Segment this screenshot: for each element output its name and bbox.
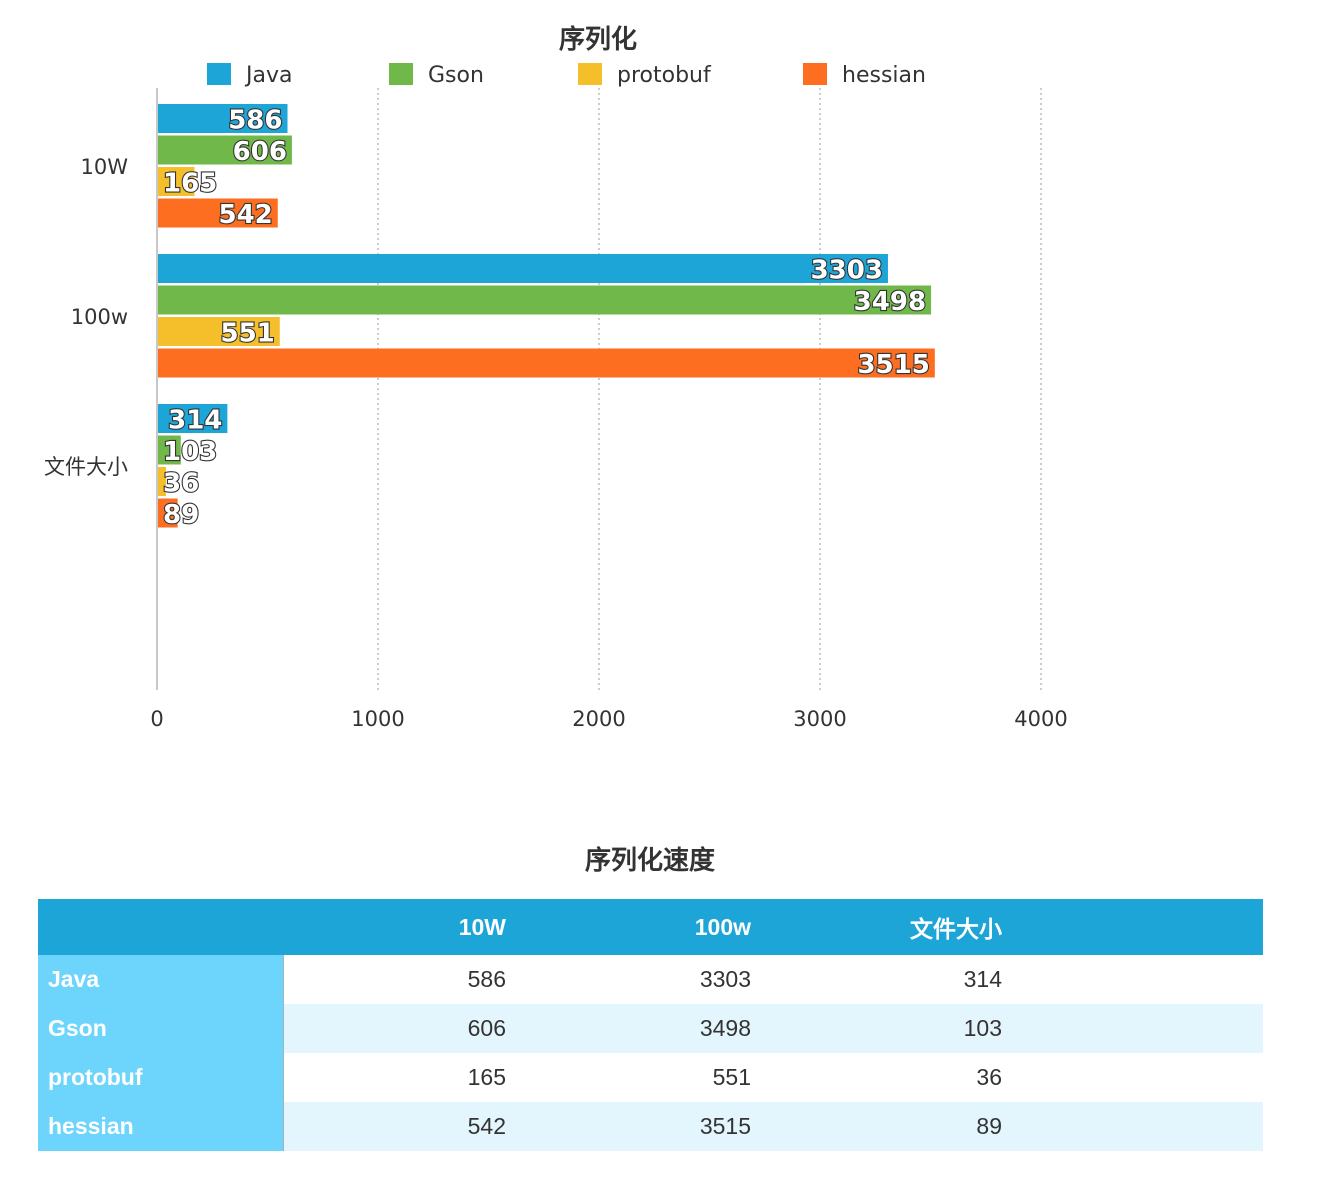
table-header-row: 10W 100w 文件大小 [38,899,1263,955]
bar-label-gson-1: 3498 [854,287,926,317]
table-header-file-size: 文件大小 [910,916,1002,942]
table-cell: 551 [712,1064,751,1090]
table-cell: 314 [963,966,1002,992]
legend: Java Gson protobuf hessian [207,63,926,88]
table-cell: 36 [976,1064,1002,1090]
bar-label-gson-0: 606 [233,137,287,167]
table-cell: 606 [467,1015,506,1041]
bar-java-2 [158,404,228,433]
bar-protobuf-1 [158,317,280,346]
bar-hessian-1 [158,348,935,378]
table-header-corner [38,899,283,955]
x-tick-label-4000: 4000 [1014,707,1067,731]
table-cell: 3515 [699,1113,751,1139]
gridlines [156,88,1042,690]
x-tick-label-2000: 2000 [572,707,625,731]
data-table: 10W 100w 文件大小 Java 586 3303 314 Gson 606… [38,899,1264,1151]
category-label-1: 100w [71,305,128,329]
table-title: 序列化速度 [584,846,715,876]
table-cell: 165 [467,1064,506,1090]
bar-label-protobuf-1: 551 [220,319,274,349]
row-label-hessian: hessian [38,1102,284,1151]
bar-label-hessian-2: 89 [163,500,199,530]
legend-swatch-protobuf [578,63,602,85]
x-tick-label-0: 0 [150,707,163,731]
bar-gson-0 [158,135,292,165]
category-label-2: 文件大小 [44,455,128,479]
bar-label-protobuf-0: 165 [163,169,217,199]
table-header-empty [1012,899,1263,955]
table-cell: 3498 [699,1015,751,1041]
legend-label-hessian: hessian [842,63,926,88]
table-cell: 3303 [699,966,751,992]
table-row: protobuf 165 551 36 [38,1053,1263,1102]
category-labels: 10W 100w 文件大小 [44,155,128,479]
bar-label-java-1: 3303 [811,256,883,286]
bar-label-hessian-1: 3515 [857,350,929,380]
x-axis-tick-labels: 0 1000 2000 3000 4000 [150,707,1067,731]
bars [158,104,935,528]
table-cell: 542 [467,1113,506,1139]
table-header-10w: 10W [458,913,506,940]
table-cell-empty [1012,1004,1263,1053]
bar-label-hessian-0: 542 [219,200,273,230]
table-row: Java 586 3303 314 [38,955,1263,1004]
bar-gson-2 [158,435,181,465]
row-label-java: Java [38,955,284,1004]
bar-hessian-2 [158,498,178,528]
legend-swatch-java [207,63,231,85]
table-cell-empty [1012,1053,1263,1102]
chart-title: 序列化 [559,24,637,55]
bar-label-java-0: 586 [228,106,282,136]
bar-label-java-2: 314 [168,406,222,436]
bar-gson-1 [158,285,932,315]
bar-protobuf-2 [158,467,166,496]
table-cell-empty [1012,1102,1263,1151]
legend-label-protobuf: protobuf [617,63,712,88]
table-header-100w: 100w [694,913,751,940]
row-label-protobuf: protobuf [38,1053,284,1102]
bar-protobuf-0 [158,167,195,196]
table-cell: 89 [976,1113,1002,1139]
legend-swatch-hessian [803,63,827,85]
table-cell-empty [1012,955,1263,1004]
table-cell: 103 [963,1015,1002,1041]
bar-hessian-0 [158,198,278,228]
table-cell: 586 [467,966,506,992]
legend-swatch-gson [389,63,413,85]
bar-label-protobuf-2: 36 [163,469,199,499]
table-row: hessian 542 3515 89 [38,1102,1263,1151]
legend-label-java: Java [244,63,292,88]
table-row: Gson 606 3498 103 [38,1004,1263,1053]
legend-label-gson: Gson [428,63,484,88]
row-label-gson: Gson [38,1004,284,1053]
bar-java-1 [158,254,888,283]
category-label-0: 10W [81,155,129,179]
bar-label-gson-2: 103 [163,437,217,467]
x-tick-label-3000: 3000 [793,707,846,731]
x-tick-label-1000: 1000 [351,707,404,731]
bar-chart: 序列化 Java Gson protobuf hessian 10W100w文件大小 … [44,24,1068,731]
bar-java-0 [158,104,288,133]
